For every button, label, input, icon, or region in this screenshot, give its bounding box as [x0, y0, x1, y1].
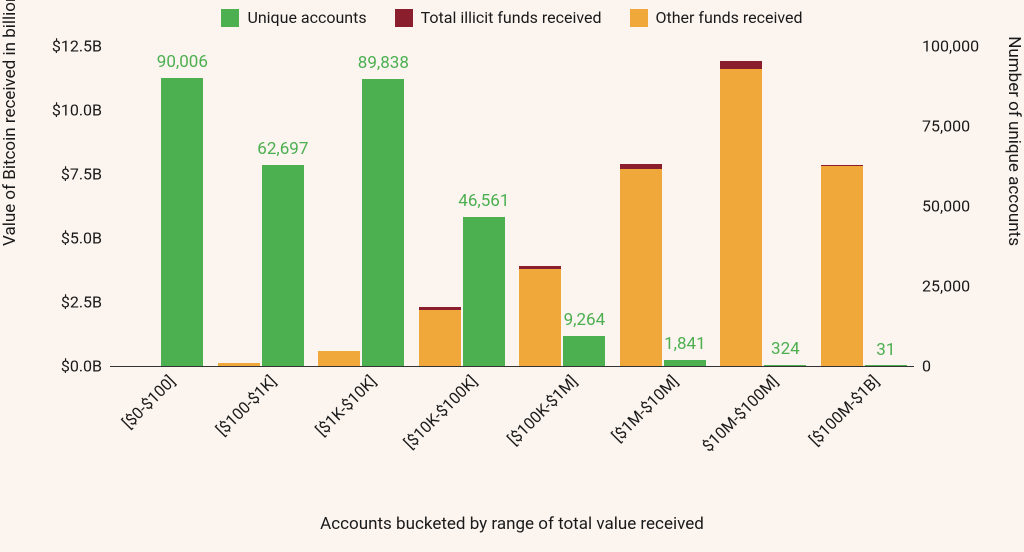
other-funds-segment [620, 169, 662, 366]
y-right-tick: 50,000 [922, 197, 970, 216]
y-left-tick: $0.0B [61, 357, 102, 376]
legend-label: Other funds received [656, 8, 803, 27]
unique-accounts-label: 9,264 [564, 310, 606, 330]
unique-accounts-label: 90,006 [157, 52, 208, 72]
y-right-axis-label: Number of unique accounts [1004, 36, 1024, 246]
unique-accounts-bar [764, 365, 806, 366]
unique-accounts-bar [563, 336, 605, 366]
x-tick: [$100M-$1B] [805, 372, 883, 450]
other-funds-segment [419, 310, 461, 366]
legend-swatch [395, 9, 413, 27]
y-right-tick: 0 [922, 357, 931, 376]
stacked-funds-bar [419, 307, 461, 366]
stacked-funds-bar [218, 363, 260, 366]
y-left-tick: $5.0B [61, 229, 102, 248]
legend-swatch [221, 9, 239, 27]
unique-accounts-label: 46,561 [458, 191, 509, 211]
x-tick: [$10K-$100K] [400, 372, 481, 453]
x-tick: [$1M-$10M] [608, 372, 682, 446]
stacked-funds-bar [318, 351, 360, 366]
other-funds-segment [218, 363, 260, 366]
x-tick: [$1K-$10K] [312, 372, 380, 440]
other-funds-segment [821, 166, 863, 366]
stacked-funds-bar [821, 165, 863, 366]
bars-layer: 90,006 62,697 89,838 46,561 9,264 1,841 324 31 [110, 46, 914, 366]
x-tick: [$100-$1K] [212, 372, 280, 440]
legend-label: Unique accounts [247, 8, 366, 27]
other-funds-segment [519, 269, 561, 366]
x-tick: $10M-$100M] [699, 372, 783, 456]
other-funds-segment [318, 351, 360, 366]
x-tick: [$0-$100] [119, 372, 180, 433]
unique-accounts-label: 31 [876, 340, 895, 360]
x-axis-label: Accounts bucketed by range of total valu… [0, 514, 1024, 534]
y-left-tick: $7.5B [61, 165, 102, 184]
illicit-funds-segment [419, 307, 461, 310]
unique-accounts-bar [262, 165, 304, 366]
unique-accounts-bar [362, 79, 404, 366]
x-tick: [$100K-$1M] [504, 372, 581, 449]
legend-item: Other funds received [630, 8, 803, 27]
legend-label: Total illicit funds received [421, 8, 602, 27]
y-left-tick: $10.0B [52, 101, 102, 120]
y-left-tick: $2.5B [61, 293, 102, 312]
unique-accounts-label: 1,841 [664, 334, 706, 354]
illicit-funds-segment [720, 61, 762, 69]
unique-accounts-bar [664, 360, 706, 366]
unique-accounts-label: 324 [771, 339, 800, 359]
unique-accounts-label: 62,697 [257, 139, 308, 159]
illicit-funds-segment [519, 266, 561, 269]
stacked-funds-bar [620, 164, 662, 366]
chart-container: Unique accounts Total illicit funds recei… [0, 0, 1024, 552]
y-left-axis-label: Value of Bitcoin received in billions of… [0, 0, 20, 246]
legend: Unique accounts Total illicit funds recei… [0, 8, 1024, 27]
y-right-tick: 100,000 [922, 37, 979, 56]
y-right-tick: 25,000 [922, 277, 970, 296]
x-axis-line [110, 366, 914, 367]
unique-accounts-bar [463, 217, 505, 366]
stacked-funds-bar [720, 61, 762, 366]
legend-item: Unique accounts [221, 8, 366, 27]
illicit-funds-segment [821, 165, 863, 166]
unique-accounts-bar [865, 365, 907, 366]
y-right-tick: 75,000 [922, 117, 970, 136]
unique-accounts-label: 89,838 [358, 53, 409, 73]
y-left-tick: $12.5B [52, 37, 102, 56]
other-funds-segment [720, 69, 762, 366]
plot-area: 90,00662,69789,83846,5619,2641,84132431 … [110, 46, 914, 366]
legend-swatch [630, 9, 648, 27]
stacked-funds-bar [519, 266, 561, 366]
legend-item: Total illicit funds received [395, 8, 602, 27]
unique-accounts-bar [161, 78, 203, 366]
illicit-funds-segment [620, 164, 662, 169]
